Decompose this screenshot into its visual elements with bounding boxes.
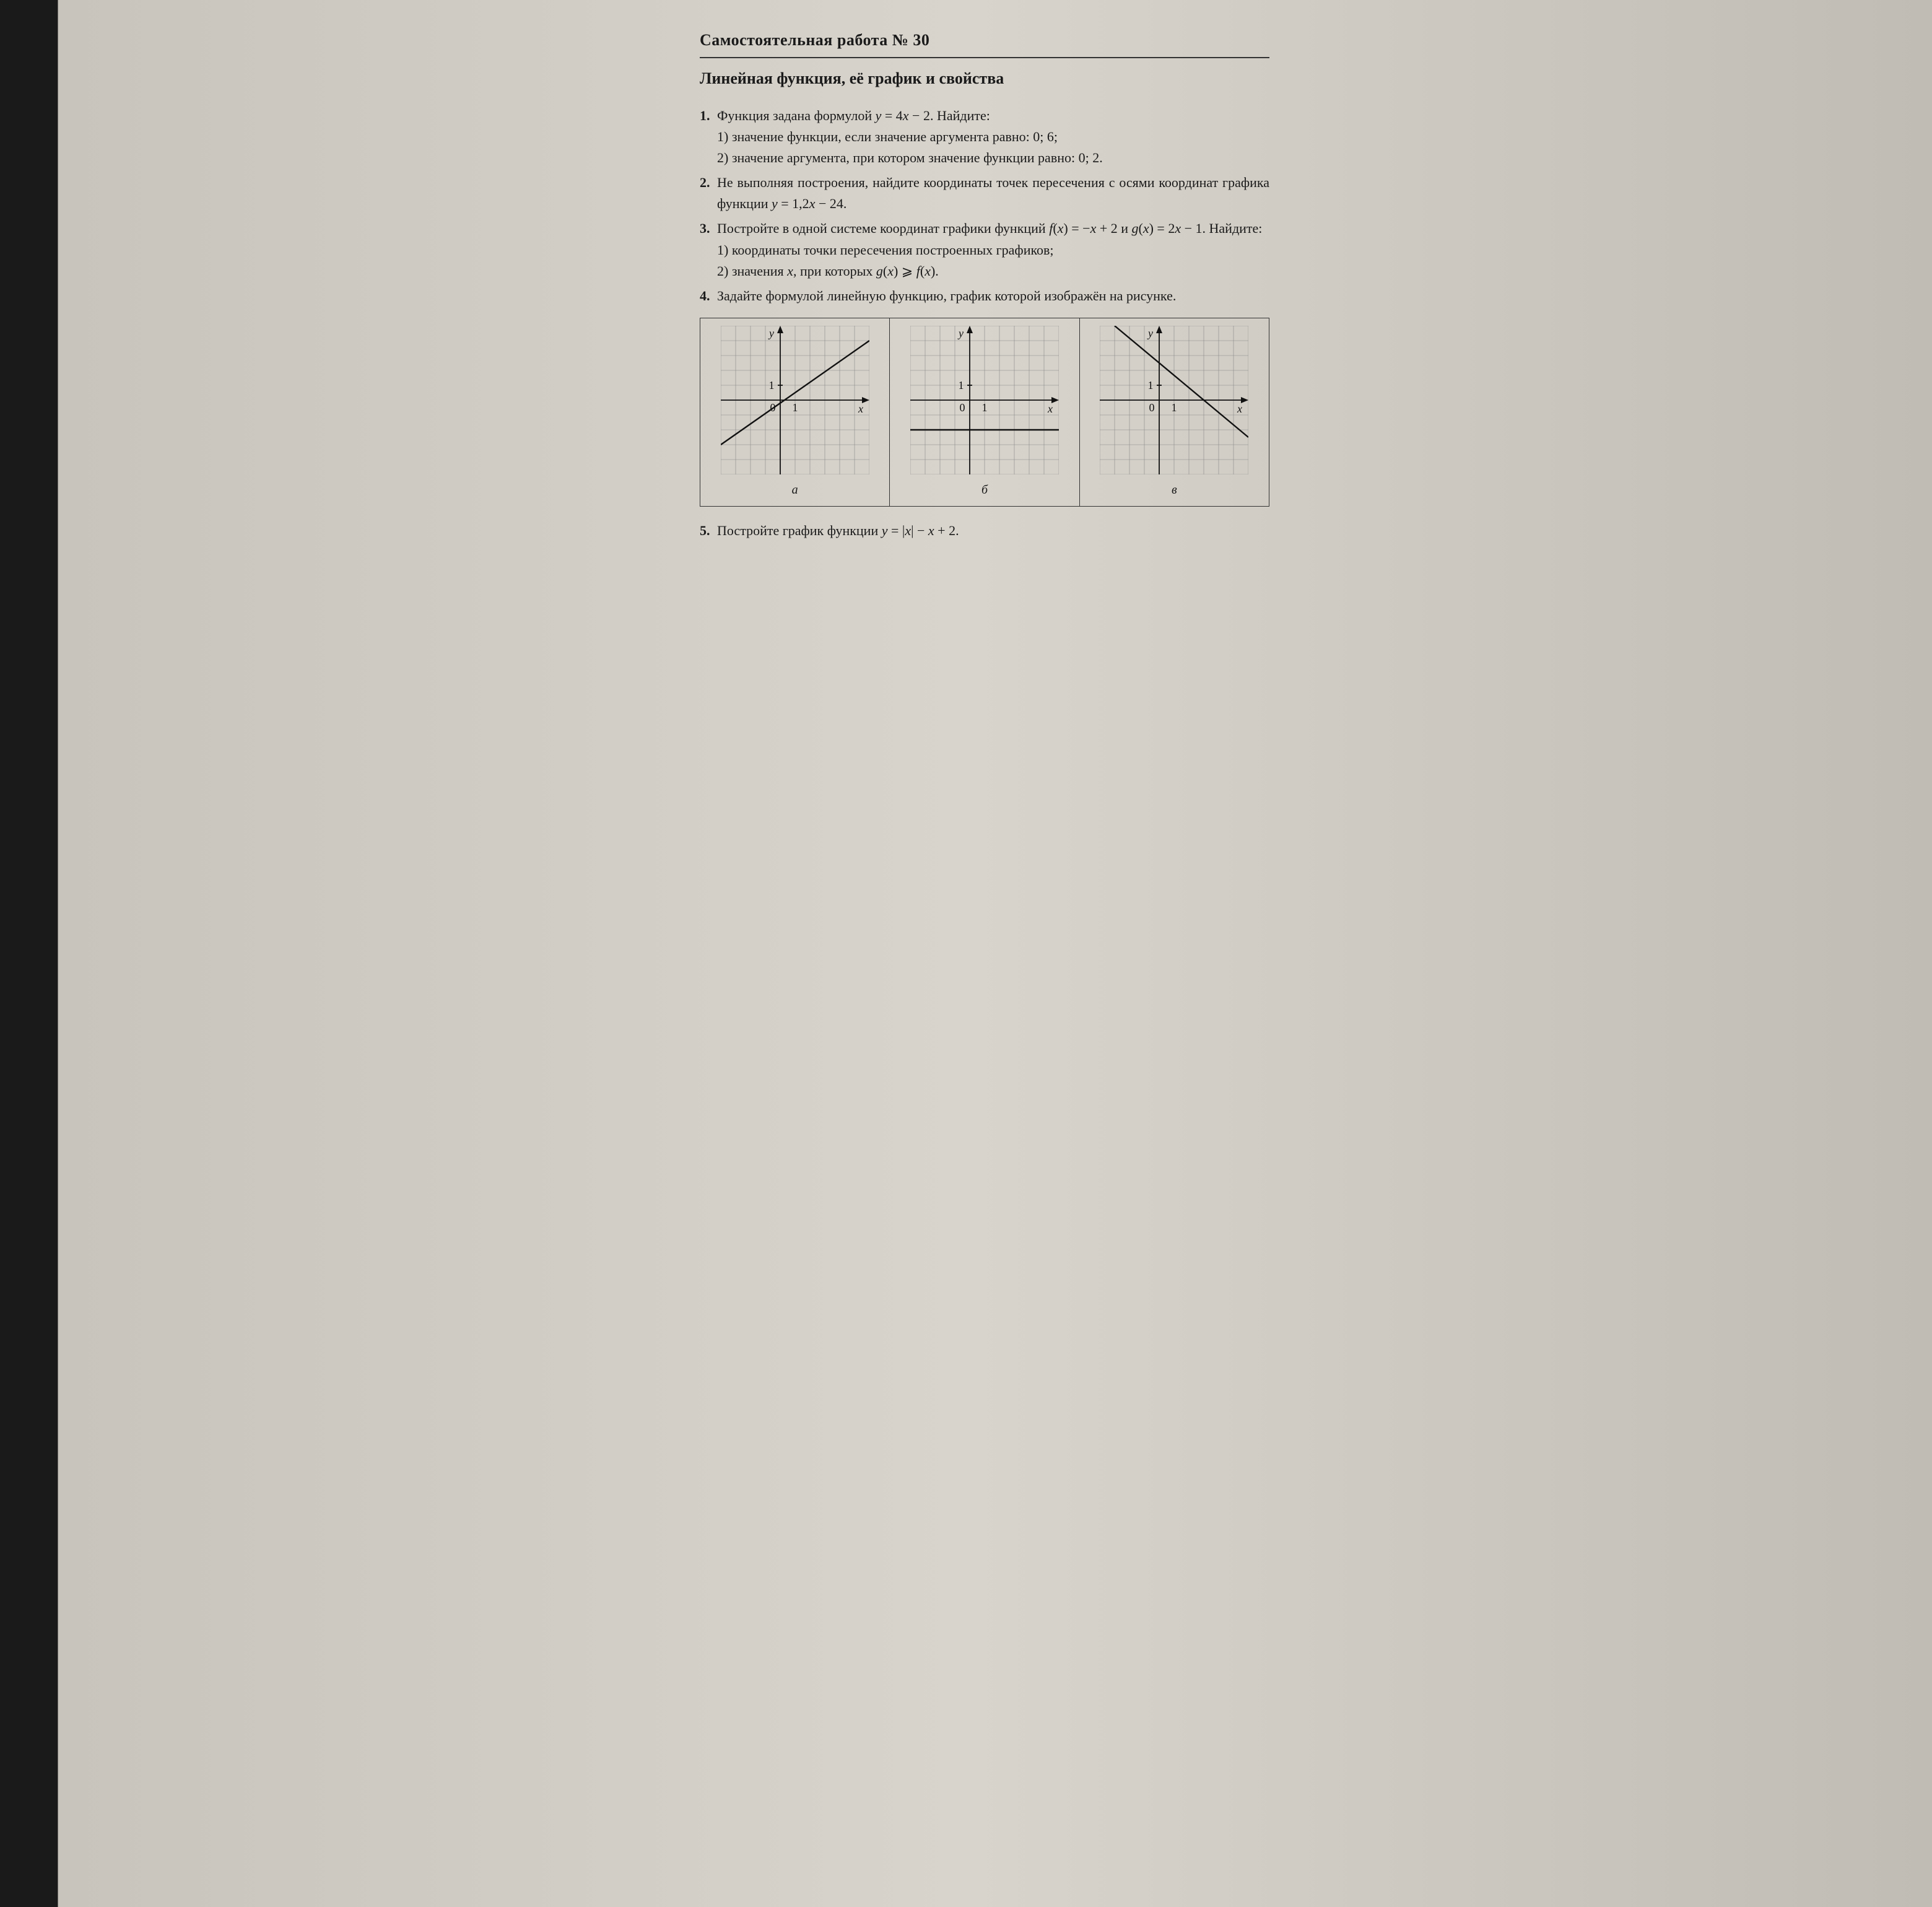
svg-text:y: y <box>1147 327 1153 339</box>
problem-num: 1. <box>700 105 717 168</box>
problem-2: 2. Не выполняя построения, найдите коорд… <box>700 172 1269 214</box>
svg-text:x: x <box>1047 403 1053 415</box>
p5-text: Постройте график функции y = |x| − x + 2… <box>717 523 959 538</box>
problem-num: 5. <box>700 520 717 541</box>
problem-body: Постройте в одной системе координат граф… <box>717 218 1269 281</box>
problem-body: Задайте формулой линейную функцию, графи… <box>717 286 1269 307</box>
svg-text:1: 1 <box>768 379 774 391</box>
svg-text:1: 1 <box>958 379 964 391</box>
chart-c-cell: 0 1 1 y x в <box>1080 318 1269 506</box>
p2-text: Не выполняя построения, найдите координа… <box>717 175 1269 211</box>
work-title: Линейная функция, её график и свойства <box>700 69 1269 88</box>
p4-text: Задайте формулой линейную функцию, графи… <box>717 288 1176 303</box>
svg-text:x: x <box>858 403 863 415</box>
svg-text:1: 1 <box>981 401 987 414</box>
page: Самостоятельная работа № 30 Линейная фун… <box>625 0 1307 570</box>
p3-sub2: 2) значения x, при которых g(x) ⩾ f(x). <box>717 261 1269 282</box>
svg-text:1: 1 <box>792 401 798 414</box>
svg-text:x: x <box>1237 403 1242 415</box>
p1-sub2: 2) значение аргумента, при котором значе… <box>717 147 1269 168</box>
chart-a-cell: 011yx а <box>700 318 890 506</box>
chart-b-label: б <box>981 481 988 500</box>
svg-text:y: y <box>957 327 964 339</box>
chart-a: 011yx <box>721 326 869 474</box>
problem-num: 2. <box>700 172 717 214</box>
chart-c-label: в <box>1172 481 1177 500</box>
work-number: Самостоятельная работа № 30 <box>700 31 1269 58</box>
problem-5: 5. Постройте график функции y = |x| − x … <box>700 520 1269 541</box>
p1-sub1: 1) значение функции, если значение аргум… <box>717 126 1269 147</box>
problem-1: 1. Функция задана формулой y = 4x − 2. Н… <box>700 105 1269 168</box>
p3-sub1: 1) координаты точки пересечения построен… <box>717 240 1269 261</box>
p1-text: Функция задана формулой y = 4x − 2. Найд… <box>717 108 990 123</box>
chart-c: 0 1 1 y x <box>1100 326 1248 474</box>
problem-body: Не выполняя построения, найдите координа… <box>717 172 1269 214</box>
problems-list: 1. Функция задана формулой y = 4x − 2. Н… <box>700 105 1269 541</box>
svg-text:y: y <box>768 327 774 339</box>
problem-body: Постройте график функции y = |x| − x + 2… <box>717 520 1269 541</box>
p3-text: Постройте в одной системе координат граф… <box>717 220 1262 236</box>
problem-4: 4. Задайте формулой линейную функцию, гр… <box>700 286 1269 307</box>
chart-b-cell: 0 1 1 y x б <box>890 318 1079 506</box>
chart-a-label: а <box>792 481 798 500</box>
svg-text:0: 0 <box>1149 401 1155 414</box>
svg-text:1: 1 <box>1148 379 1154 391</box>
problem-3: 3. Постройте в одной системе координат г… <box>700 218 1269 281</box>
svg-text:0: 0 <box>959 401 965 414</box>
problem-body: Функция задана формулой y = 4x − 2. Найд… <box>717 105 1269 168</box>
problem-num: 4. <box>700 286 717 307</box>
charts-row: 0 1 1 y x а 0 1 1 y x б 0 1 1 y x в <box>700 318 1269 507</box>
problem-num: 3. <box>700 218 717 281</box>
chart-b: 0 1 1 y x <box>910 326 1059 474</box>
svg-text:1: 1 <box>1172 401 1177 414</box>
